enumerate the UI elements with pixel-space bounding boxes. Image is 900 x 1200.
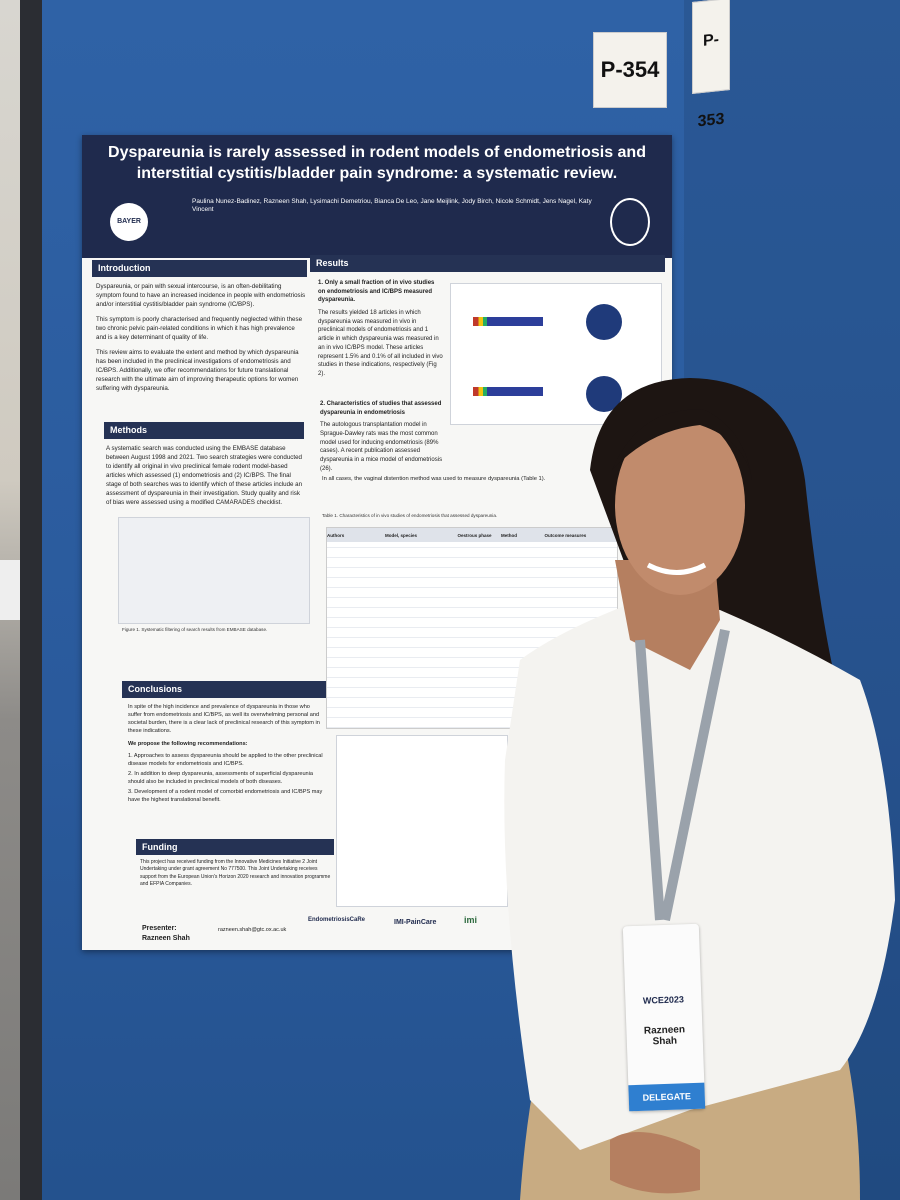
- logo: imi: [464, 915, 478, 925]
- funding-text: This project has received funding from t…: [140, 859, 331, 887]
- paragraph: In spite of the high incidence and preva…: [128, 704, 320, 735]
- section-heading: Methods: [104, 422, 304, 439]
- table-header: Authors Model, species Oestrous phase Me…: [327, 528, 617, 542]
- intro-text: Dyspareunia, or pain with sexual interco…: [96, 283, 306, 394]
- flowchart-figure: [118, 517, 310, 624]
- section-heading: Funding: [136, 839, 334, 855]
- presenter-name: Razneen Shah: [142, 935, 190, 942]
- table-header-cell: Oestrous phase: [457, 532, 492, 538]
- table-header-cell: Method: [501, 532, 517, 538]
- paragraph: 2. Characteristics of studies that asses…: [320, 401, 442, 416]
- table-header-cell: Outcome measures: [544, 532, 587, 538]
- paragraph: The results yielded 18 articles in which…: [318, 310, 443, 377]
- poster-title: Dyspareunia is rarely assessed in rodent…: [108, 144, 646, 182]
- methods-text: A systematic search was conducted using …: [106, 445, 303, 506]
- figure-caption: Figure 1. Systematic filtering of search…: [122, 627, 268, 632]
- poster-authors: Paulina Nunez-Badinez, Razneen Shah, Lys…: [192, 198, 592, 214]
- paragraph: The autologous transplantation model in …: [320, 422, 443, 472]
- hair-fringe: [612, 409, 752, 480]
- paragraph: This review aims to evaluate the extent …: [96, 348, 299, 392]
- paragraph: Dyspareunia, or pain with sexual interco…: [96, 283, 306, 308]
- badge-last-name: Shah: [652, 1035, 678, 1048]
- shirt: [504, 600, 895, 1150]
- table-header-cell: Model, species: [385, 532, 418, 538]
- paragraph: This symptom is poorly characterised and…: [96, 315, 303, 341]
- badge-role: DELEGATE: [628, 1082, 706, 1112]
- section-heading: Introduction: [92, 260, 307, 277]
- presenter-email: razneen.shah@gtc.ox.ac.uk: [218, 927, 287, 933]
- paragraph: 1. Only a small fraction of in vivo stud…: [318, 280, 435, 304]
- section-heading: Conclusions: [122, 681, 326, 698]
- bar-figure: [473, 387, 543, 396]
- logo: EndometriosisCaRe: [308, 917, 366, 923]
- board-number: P-354: [593, 32, 667, 108]
- results-text: In all cases, the vaginal distention met…: [322, 476, 546, 482]
- conclusions-text: In spite of the high incidence and preva…: [128, 703, 324, 804]
- method-illustration: [336, 735, 508, 907]
- pie-figure: [586, 304, 622, 340]
- lanyard: [635, 628, 730, 922]
- paragraph: 1. Approaches to assess dyspareunia shou…: [128, 752, 323, 767]
- poster-header: Dyspareunia is rarely assessed in rodent…: [82, 135, 672, 258]
- smile: [646, 562, 707, 575]
- oxford-logo: [610, 198, 650, 246]
- bar-figure: [473, 317, 543, 326]
- results-point: 1. Only a small fraction of in vivo stud…: [318, 279, 443, 379]
- badge-event: WCE2023: [642, 994, 685, 1006]
- table-caption: Table 1. Characteristics of in vivo stud…: [322, 513, 498, 518]
- paragraph: We propose the following recommendations…: [128, 741, 248, 748]
- table-header-cell: Authors: [327, 532, 345, 538]
- hands: [610, 1132, 700, 1194]
- board-frame: [20, 0, 42, 1200]
- results-point: 2. Characteristics of studies that asses…: [320, 400, 450, 474]
- paragraph: 2. In addition to deep dyspareunia, asse…: [128, 770, 314, 785]
- section-heading: Results: [310, 255, 665, 272]
- logo: IMI-PainCare: [394, 919, 437, 926]
- presenter-label: Presenter:: [142, 925, 177, 932]
- face: [615, 415, 745, 595]
- name-badge: WCE2023 Razneen Shah DELEGATE: [622, 923, 706, 1112]
- paragraph: 3. Development of a rodent model of como…: [128, 788, 323, 804]
- bayer-logo: BAYER: [110, 203, 148, 241]
